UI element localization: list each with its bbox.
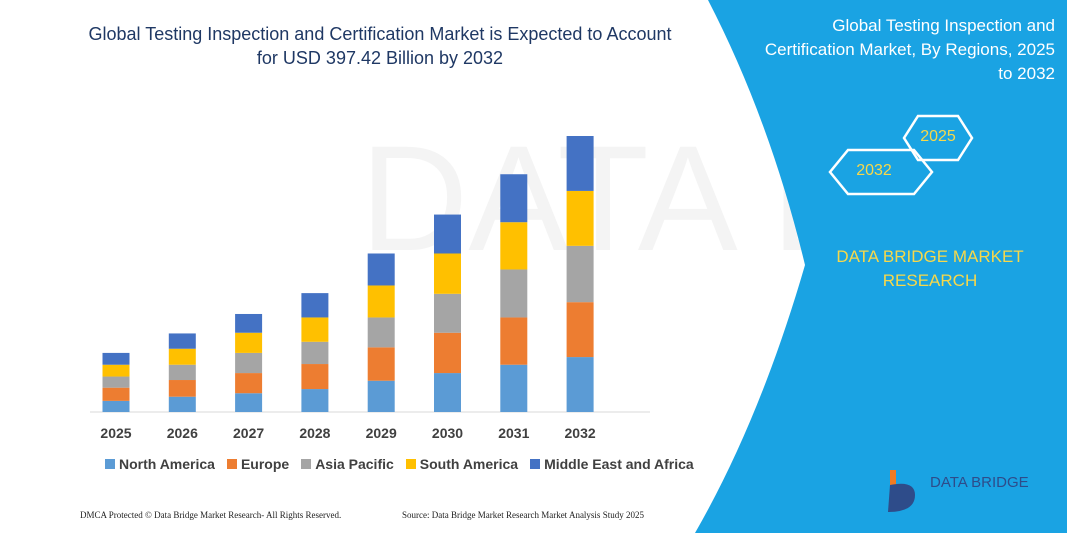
brand-text: DATA BRIDGE MARKET RESEARCH (836, 247, 1024, 290)
side-panel (695, 0, 1067, 533)
legend-swatch (301, 459, 312, 469)
hex-label-2032: 2032 (856, 162, 892, 179)
bar-segment (168, 380, 196, 397)
bar-segment (367, 253, 395, 286)
bar-segment (434, 332, 461, 374)
bar-segment (566, 190, 594, 246)
bar-segment (168, 396, 196, 412)
hex-label-2025: 2025 (920, 128, 956, 145)
bar-segment (168, 364, 196, 381)
bar-segment (235, 393, 263, 412)
chart-title: Global Testing Inspection and Certificat… (88, 24, 672, 68)
legend-item: Europe (226, 456, 290, 472)
bar-segment (566, 302, 594, 358)
legend-swatch (530, 459, 541, 469)
bar-segment (301, 364, 329, 390)
legend-label: Europe (240, 456, 290, 472)
bar-segment (102, 364, 130, 377)
x-tick-label: 2027 (233, 425, 264, 441)
legend-label: South America (419, 456, 519, 472)
legend-item: Asia Pacific (301, 456, 394, 472)
bar-segment (434, 373, 461, 412)
x-tick-label: 2028 (299, 425, 330, 441)
x-tick-label: 2032 (565, 425, 596, 441)
bar-segment (301, 389, 329, 412)
footer-source: Source: Data Bridge Market Research Mark… (402, 510, 644, 520)
bar-segment (367, 285, 395, 318)
bar-segment (235, 313, 263, 333)
bar-segment (500, 317, 528, 365)
panel-title: Global Testing Inspection and Certificat… (764, 16, 1055, 83)
footer-copyright: DMCA Protected © Data Bridge Market Rese… (80, 510, 342, 520)
bar-segment (301, 341, 329, 365)
bar-segment (566, 245, 594, 303)
legend-label: Asia Pacific (315, 456, 394, 472)
x-tick-label: 2026 (167, 425, 198, 441)
bar-segment (301, 317, 329, 342)
bar-segment (102, 376, 130, 388)
legend-label: North America (119, 456, 215, 472)
x-tick-label: 2030 (432, 425, 463, 441)
legend-swatch (105, 459, 115, 469)
x-tick-label: 2029 (366, 425, 397, 441)
bar-segment (367, 347, 395, 381)
bar-segment (566, 357, 594, 412)
bar-segment (434, 253, 461, 294)
bar-segment (434, 293, 461, 333)
bar-segment (235, 332, 263, 353)
bar-segment (566, 136, 594, 191)
hexagon-2025 (902, 114, 974, 162)
bar-segment (367, 317, 395, 348)
bar-segment (102, 387, 130, 401)
bar-segment (235, 373, 263, 394)
bar-segment (235, 352, 263, 374)
bar-segment (102, 352, 130, 365)
legend-item: South America (405, 456, 519, 472)
bar-segment (500, 364, 528, 412)
legend-swatch (226, 459, 237, 469)
logo-text: DATA BRIDGE (930, 474, 1029, 491)
x-tick-label: 2031 (498, 425, 529, 441)
bar-segment (500, 222, 528, 270)
bar-segment (301, 293, 329, 318)
logo-icon (888, 470, 915, 512)
legend-swatch (405, 459, 416, 469)
legend-item: Middle East and Africa (530, 456, 694, 472)
bar-segment (102, 400, 130, 412)
bar-segment (500, 269, 528, 318)
bar-segment (367, 380, 395, 412)
bar-segment (168, 348, 196, 365)
x-tick-label: 2025 (100, 425, 131, 441)
legend-label: Middle East and Africa (544, 456, 694, 472)
legend: North America Europe Asia Pacific South Ame… (105, 456, 694, 472)
hexagon-2032 (828, 148, 934, 196)
bar-segment (168, 333, 196, 349)
bar-segment (434, 214, 461, 254)
bar-segment (500, 174, 528, 223)
legend-item: North America (105, 456, 215, 472)
